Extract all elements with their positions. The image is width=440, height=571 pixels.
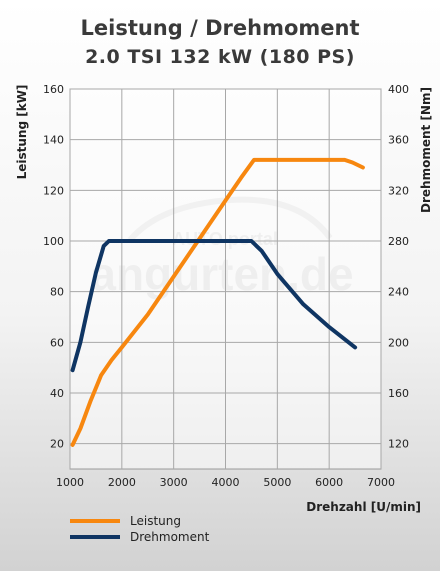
tick-labels: 1000 2000 3000 4000 5000 6000 7000 20 40 60 80 100 1… xyxy=(43,83,409,489)
chart-title: Leistung / Drehmoment xyxy=(80,16,360,40)
chart-subtitle: 2.0 TSI 132 kW (180 PS) xyxy=(85,46,355,68)
legend-swatch xyxy=(70,519,120,523)
y-right-tick-label: 120 xyxy=(388,438,409,451)
y-right-tick-label: 240 xyxy=(388,286,409,299)
y-right-tick-label: 200 xyxy=(388,336,409,349)
y-right-tick-label: 320 xyxy=(388,184,409,197)
y-left-tick-label: 100 xyxy=(43,235,64,248)
legend-item: Leistung xyxy=(70,513,181,529)
y-right-tick-label: 160 xyxy=(388,387,409,400)
series-line-drehmoment xyxy=(70,239,358,373)
x-tick-label: 4000 xyxy=(212,476,240,489)
y-left-tick-label: 80 xyxy=(50,286,64,299)
y-left-tick-label: 40 xyxy=(50,387,64,400)
y-left-tick-label: 160 xyxy=(43,83,64,96)
legend-swatch xyxy=(70,535,120,539)
legend-label: Drehmoment xyxy=(130,530,210,544)
y-left-tick-label: 140 xyxy=(43,134,64,147)
x-tick-label: 7000 xyxy=(367,476,395,489)
x-tick-label: 3000 xyxy=(160,476,188,489)
y-axis-left-label: Leistung [kW] xyxy=(15,85,29,180)
y-left-tick-label: 120 xyxy=(43,184,64,197)
series-line-leistung xyxy=(70,157,365,447)
grid xyxy=(69,88,382,470)
x-tick-label: 6000 xyxy=(315,476,343,489)
x-tick-label: 2000 xyxy=(108,476,136,489)
y-right-tick-label: 400 xyxy=(388,83,409,96)
x-axis-label: Drehzahl [U/min] xyxy=(306,500,421,514)
legend-item: Drehmoment xyxy=(70,529,209,545)
x-tick-label: 5000 xyxy=(263,476,291,489)
y-right-tick-label: 280 xyxy=(388,235,409,248)
series-lines xyxy=(70,157,365,447)
y-left-tick-label: 60 xyxy=(50,336,64,349)
y-right-tick-label: 360 xyxy=(388,134,409,147)
x-tick-label: 1000 xyxy=(56,476,84,489)
y-axis-right-label: Drehmoment [Nm] xyxy=(419,87,433,213)
legend-label: Leistung xyxy=(130,514,181,528)
y-left-tick-label: 20 xyxy=(50,438,64,451)
